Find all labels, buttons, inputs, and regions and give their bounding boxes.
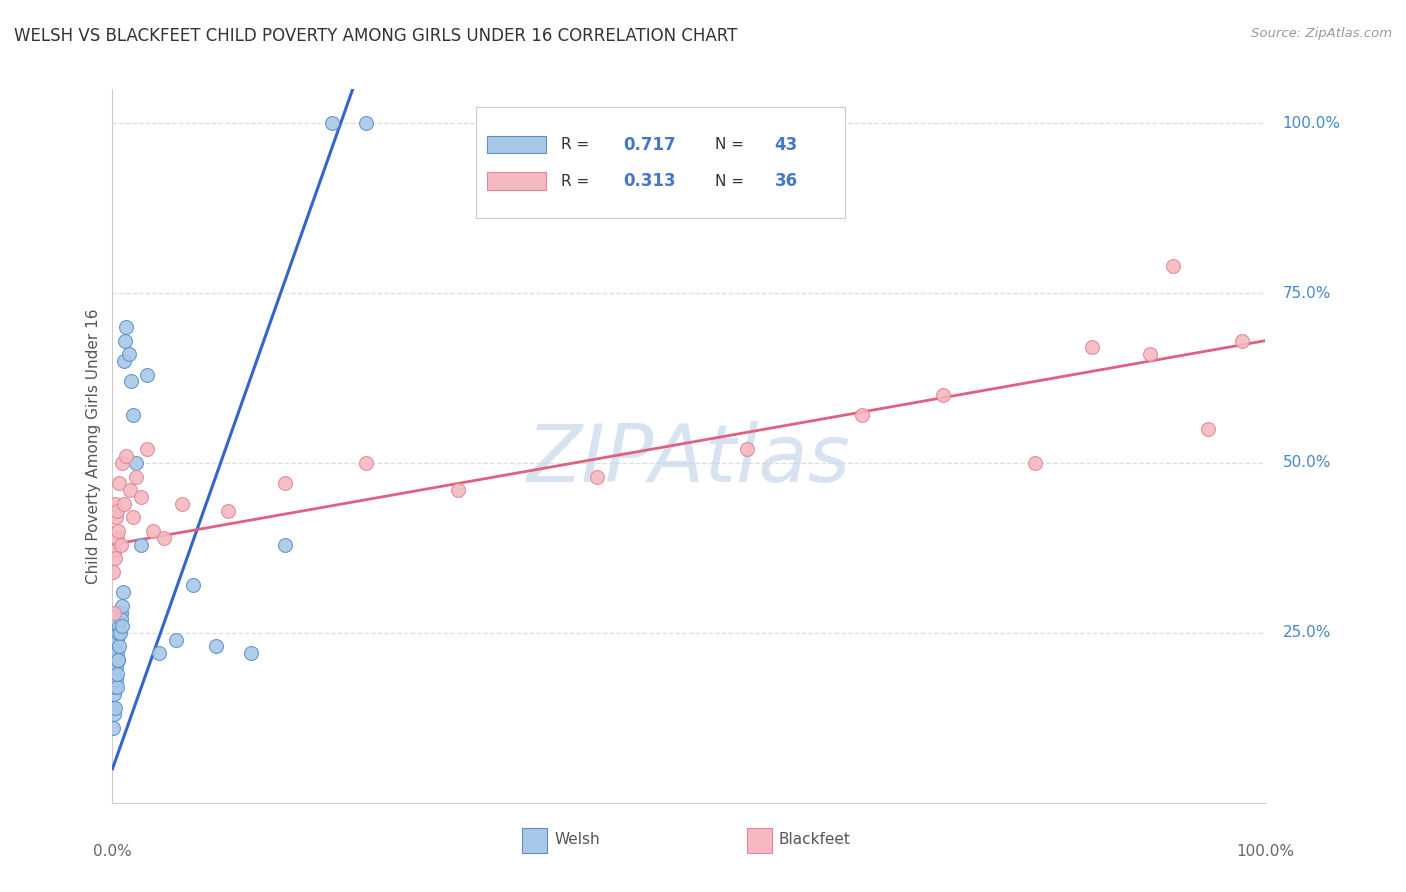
Point	[104, 660, 127, 674]
Point	[170, 497, 193, 511]
Point	[104, 551, 127, 566]
Point	[122, 510, 145, 524]
Point	[111, 456, 134, 470]
Point	[103, 700, 125, 714]
Point	[115, 449, 138, 463]
Point	[108, 626, 131, 640]
Point	[107, 653, 129, 667]
Point	[205, 640, 228, 654]
Point	[136, 442, 159, 457]
Point	[181, 578, 204, 592]
Text: 0.0%: 0.0%	[93, 844, 132, 859]
Point	[104, 510, 127, 524]
Bar	[522, 828, 547, 853]
Point	[115, 320, 138, 334]
Point	[103, 707, 125, 722]
Point	[148, 646, 170, 660]
Point	[104, 673, 127, 688]
Point	[107, 626, 129, 640]
Point	[105, 680, 128, 694]
Point	[585, 469, 607, 483]
Point	[122, 409, 145, 423]
Point	[105, 646, 128, 660]
Point	[103, 666, 125, 681]
Point	[103, 721, 125, 735]
Point	[1232, 334, 1254, 348]
Point	[274, 537, 297, 551]
Point	[1161, 259, 1184, 273]
Point	[217, 503, 239, 517]
Point	[165, 632, 187, 647]
Point	[103, 606, 125, 620]
Point	[114, 334, 136, 348]
Point	[1024, 456, 1046, 470]
Point	[129, 537, 153, 551]
Point	[108, 640, 131, 654]
Point	[110, 606, 132, 620]
Point	[105, 632, 128, 647]
Point	[447, 483, 470, 498]
Point	[110, 537, 132, 551]
Text: 75.0%: 75.0%	[1282, 285, 1331, 301]
Point	[105, 503, 128, 517]
Point	[101, 700, 124, 714]
Text: 50.0%: 50.0%	[1282, 456, 1331, 470]
Text: ZIPAtlas: ZIPAtlas	[527, 421, 851, 500]
Point	[274, 476, 297, 491]
Point	[103, 687, 125, 701]
Point	[239, 646, 262, 660]
Point	[112, 497, 135, 511]
Point	[111, 585, 134, 599]
Point	[931, 388, 953, 402]
Point	[1081, 341, 1104, 355]
Point	[108, 619, 131, 633]
Point	[118, 483, 141, 498]
Point	[101, 565, 124, 579]
Point	[107, 524, 129, 538]
Point	[735, 442, 758, 457]
Text: Welsh: Welsh	[554, 832, 600, 847]
Y-axis label: Child Poverty Among Girls Under 16: Child Poverty Among Girls Under 16	[86, 309, 101, 583]
Point	[851, 409, 873, 423]
Text: Blackfeet: Blackfeet	[779, 832, 851, 847]
Point	[107, 653, 129, 667]
Point	[124, 469, 146, 483]
Point	[120, 375, 142, 389]
Point	[124, 456, 146, 470]
Point	[153, 531, 176, 545]
Point	[354, 116, 377, 130]
Point	[136, 368, 159, 382]
Point	[1197, 422, 1219, 436]
Text: Source: ZipAtlas.com: Source: ZipAtlas.com	[1251, 27, 1392, 40]
Point	[105, 666, 128, 681]
Point	[105, 531, 128, 545]
Text: 100.0%: 100.0%	[1282, 116, 1341, 131]
Point	[104, 646, 127, 660]
Point	[321, 116, 343, 130]
Point	[108, 476, 131, 491]
Text: WELSH VS BLACKFEET CHILD POVERTY AMONG GIRLS UNDER 16 CORRELATION CHART: WELSH VS BLACKFEET CHILD POVERTY AMONG G…	[14, 27, 737, 45]
Point	[104, 497, 127, 511]
Point	[129, 490, 153, 504]
Text: 25.0%: 25.0%	[1282, 625, 1331, 640]
Point	[354, 456, 377, 470]
Point	[111, 619, 134, 633]
Point	[117, 347, 139, 361]
Text: 100.0%: 100.0%	[1236, 844, 1295, 859]
Point	[104, 653, 127, 667]
Point	[112, 354, 135, 368]
Point	[104, 680, 127, 694]
Point	[103, 544, 125, 558]
Point	[142, 524, 165, 538]
Point	[110, 612, 132, 626]
Point	[111, 599, 134, 613]
Point	[1139, 347, 1161, 361]
Bar	[747, 828, 772, 853]
